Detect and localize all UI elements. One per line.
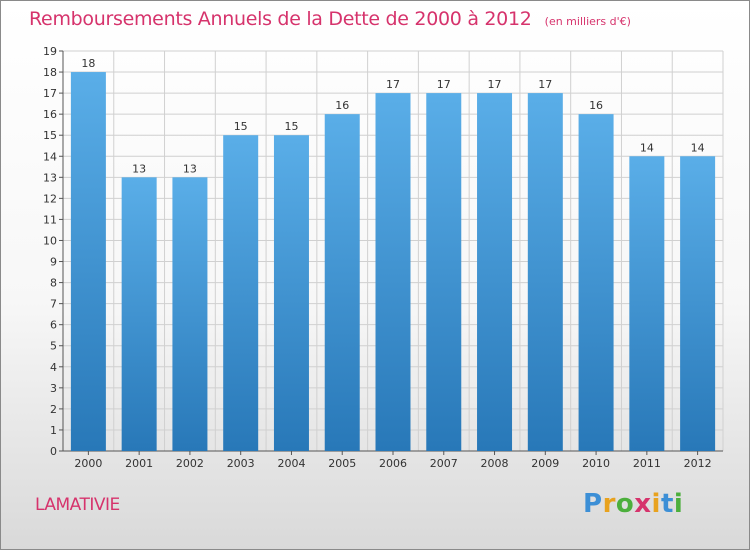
- y-tick-label: 2: [50, 403, 57, 416]
- y-tick-label: 8: [50, 277, 57, 290]
- value-label-2003: 15: [234, 120, 248, 133]
- value-label-2011: 14: [640, 141, 654, 154]
- value-label-2007: 17: [437, 78, 451, 91]
- x-tick-label: 2009: [531, 457, 559, 470]
- y-tick-label: 14: [43, 150, 57, 163]
- bar-2010: [578, 114, 614, 451]
- y-tick-label: 1: [50, 424, 57, 437]
- bar-2006: [375, 93, 411, 452]
- commune-name: LAMATIVIE: [35, 495, 120, 515]
- x-tick-label: 2007: [430, 457, 458, 470]
- y-tick-label: 13: [43, 171, 57, 184]
- value-label-2005: 16: [335, 99, 349, 112]
- x-tick-label: 2002: [176, 457, 204, 470]
- bar-2011: [629, 156, 665, 451]
- bar-2004: [273, 135, 309, 452]
- bar-2002: [172, 177, 208, 451]
- y-tick-label: 12: [43, 192, 57, 205]
- x-tick-label: 2000: [74, 457, 102, 470]
- value-label-2009: 17: [538, 78, 552, 91]
- y-tick-label: 17: [43, 87, 57, 100]
- bar-2012: [680, 156, 716, 451]
- y-tick-label: 9: [50, 256, 57, 269]
- value-label-2002: 13: [183, 162, 197, 175]
- x-tick-label: 2008: [481, 457, 509, 470]
- logo-letter: x: [634, 489, 652, 519]
- bar-2009: [527, 93, 563, 452]
- value-label-2001: 13: [132, 162, 146, 175]
- value-label-2000: 18: [81, 57, 95, 70]
- bar-2001: [121, 177, 157, 451]
- x-tick-label: 2004: [277, 457, 305, 470]
- chart-title: Remboursements Annuels de la Dette de 20…: [29, 8, 631, 30]
- x-tick-label: 2010: [582, 457, 610, 470]
- value-label-2008: 17: [488, 78, 502, 91]
- logo-letter: t: [660, 489, 674, 519]
- y-tick-label: 11: [43, 213, 57, 226]
- x-tick-label: 2006: [379, 457, 407, 470]
- value-label-2004: 15: [284, 120, 298, 133]
- y-tick-label: 5: [50, 340, 57, 353]
- bar-2003: [223, 135, 259, 452]
- bar-2005: [324, 114, 360, 451]
- y-tick-label: 6: [50, 319, 57, 332]
- bar-2008: [477, 93, 513, 452]
- y-tick-label: 16: [43, 108, 57, 121]
- bar-2000: [70, 72, 106, 451]
- y-tick-label: 18: [43, 66, 57, 79]
- value-label-2006: 17: [386, 78, 400, 91]
- bar-2007: [426, 93, 462, 452]
- x-tick-label: 2011: [633, 457, 661, 470]
- y-tick-label: 4: [50, 361, 57, 374]
- x-tick-label: 2003: [227, 457, 255, 470]
- x-tick-label: 2005: [328, 457, 356, 470]
- bars: [70, 72, 716, 452]
- unit-note: (en milliers d'€): [544, 15, 631, 28]
- logo-letter: r: [602, 489, 616, 519]
- y-tick-label: 15: [43, 129, 57, 142]
- y-tick-label: 10: [43, 234, 57, 247]
- y-tick-label: 7: [50, 298, 57, 311]
- logo-letter: o: [615, 489, 635, 519]
- y-tick-label: 3: [50, 382, 57, 395]
- x-tick-label: 2012: [684, 457, 712, 470]
- x-tick-label: 2001: [125, 457, 153, 470]
- y-tick-label: 19: [43, 45, 57, 58]
- logo-letter: i: [651, 489, 661, 519]
- value-label-2010: 16: [589, 99, 603, 112]
- logo-letter: i: [673, 489, 684, 519]
- y-tick-label: 0: [50, 445, 57, 458]
- data-labels: 18 13 13 15 15 16 17 17 17 17 16 14 14: [81, 57, 704, 175]
- logo-letter: P: [583, 489, 603, 519]
- title-text: Remboursements Annuels de la Dette de 20…: [29, 8, 532, 30]
- value-label-2012: 14: [691, 141, 705, 154]
- proxiti-logo: Proxiti: [583, 489, 683, 519]
